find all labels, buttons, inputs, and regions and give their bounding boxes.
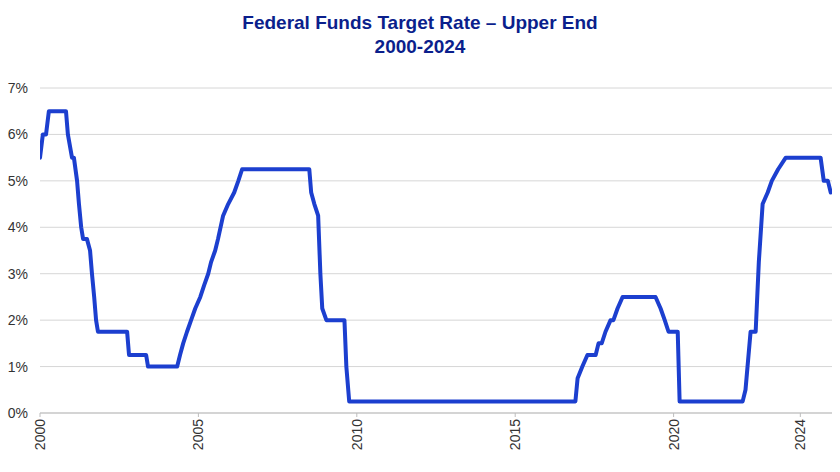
- grid-line: [40, 88, 832, 89]
- grid-line: [40, 134, 832, 135]
- y-tick-label: 7%: [8, 80, 28, 96]
- x-tick: [40, 413, 41, 417]
- x-tick: [515, 413, 516, 417]
- chart: Federal Funds Target Rate – Upper End 200…: [0, 0, 840, 472]
- x-tick-label: 2000: [32, 419, 48, 450]
- x-tick: [800, 413, 801, 417]
- x-tick-label: 2020: [666, 419, 682, 450]
- y-tick-label: 3%: [8, 266, 28, 282]
- x-tick: [356, 413, 357, 417]
- y-tick-label: 5%: [8, 173, 28, 189]
- y-tick-label: 2%: [8, 312, 28, 328]
- x-tick: [673, 413, 674, 417]
- grid-line: [40, 180, 832, 181]
- y-tick-label: 0%: [8, 405, 28, 421]
- x-tick-label: 2015: [507, 419, 523, 450]
- rate-line: [40, 111, 831, 401]
- grid: [40, 88, 832, 413]
- x-tick: [198, 413, 199, 417]
- x-tick-label: 2010: [349, 419, 365, 450]
- grid-line: [40, 273, 832, 274]
- x-tick-label: 2005: [190, 419, 206, 450]
- x-axis: [40, 413, 832, 414]
- y-tick-label: 6%: [8, 126, 28, 142]
- subtitle: 2000-2024: [375, 36, 466, 57]
- title: Federal Funds Target Rate – Upper End: [242, 12, 597, 33]
- plot-area: [40, 111, 831, 401]
- y-tick-label: 4%: [8, 219, 28, 235]
- y-tick-label: 1%: [8, 359, 28, 375]
- grid-line: [40, 320, 832, 321]
- grid-line: [40, 413, 832, 414]
- grid-line: [40, 227, 832, 228]
- x-tick-label: 2024: [792, 419, 808, 450]
